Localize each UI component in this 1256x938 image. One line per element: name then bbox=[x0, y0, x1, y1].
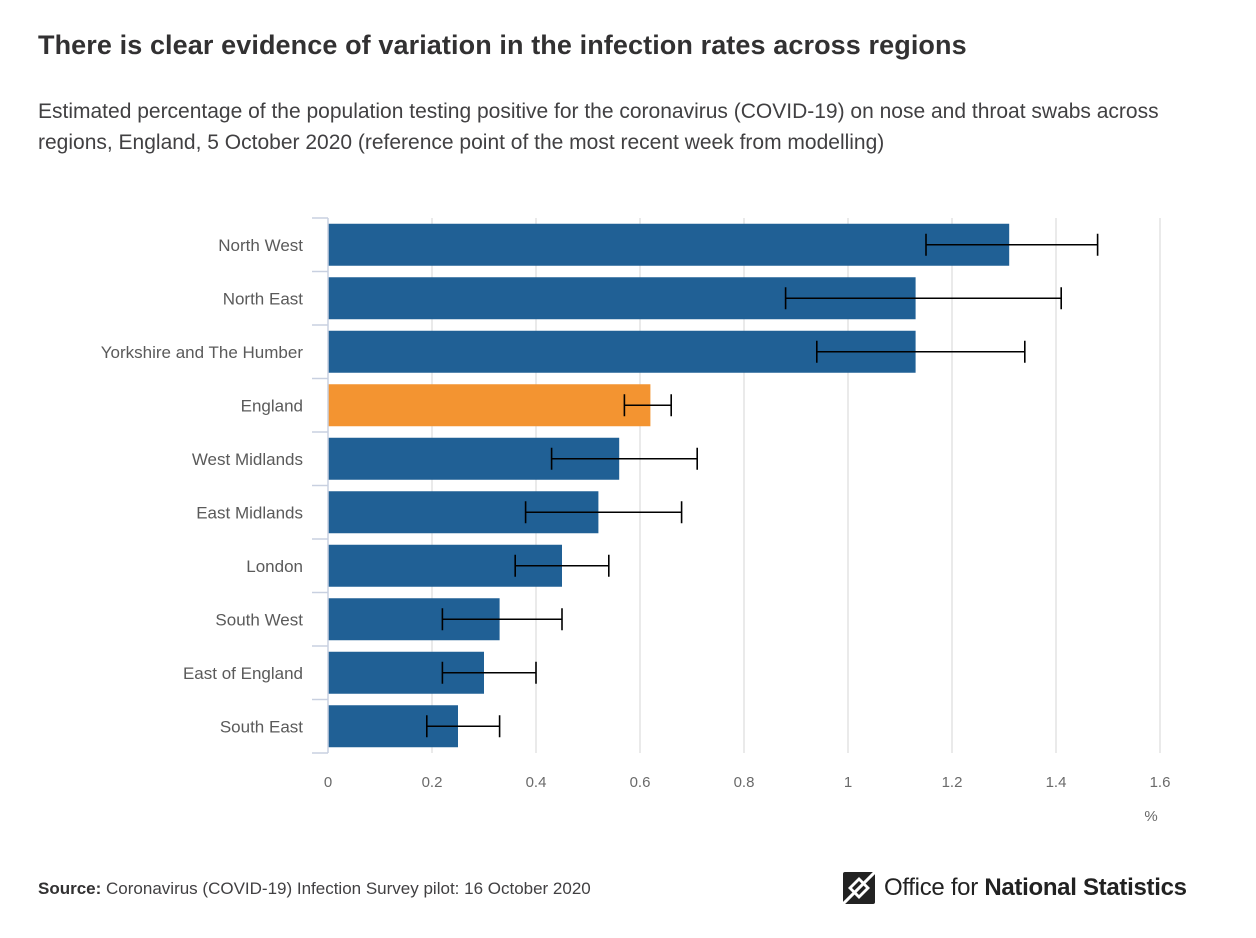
category-label: West Midlands bbox=[192, 450, 303, 469]
x-tick-label: 1.6 bbox=[1150, 774, 1171, 791]
category-label: North West bbox=[218, 236, 303, 255]
error-bar bbox=[623, 394, 673, 417]
category-label: South West bbox=[215, 610, 303, 629]
category-label: East of England bbox=[183, 664, 303, 683]
error-bar bbox=[524, 501, 683, 524]
chart-subtitle: Estimated percentage of the population t… bbox=[38, 100, 1159, 154]
source-text: Coronavirus (COVID-19) Infection Survey … bbox=[106, 879, 591, 898]
error-bar bbox=[514, 554, 610, 577]
bar-highlight bbox=[328, 384, 651, 427]
bar-chart: North West North East Yorkshire and The Hu… bbox=[101, 217, 1171, 825]
x-tick-label: 0.6 bbox=[630, 774, 651, 791]
source-note: Source: Coronavirus (COVID-19) Infection… bbox=[38, 879, 591, 899]
error-bar bbox=[925, 233, 1099, 256]
x-tick-label: 0 bbox=[324, 774, 332, 791]
chart-title: There is clear evidence of variation in … bbox=[38, 30, 967, 60]
bar bbox=[328, 223, 1010, 266]
category-label: England bbox=[241, 396, 303, 415]
x-tick-label: 1 bbox=[844, 774, 852, 791]
error-bar bbox=[441, 608, 563, 631]
ons-logo-text: Office for National Statistics bbox=[884, 874, 1187, 902]
x-tick-label: 0.4 bbox=[526, 774, 547, 791]
x-tick-label: 0.2 bbox=[422, 774, 443, 791]
error-bars bbox=[425, 233, 1099, 738]
category-labels: North West North East Yorkshire and The Hu… bbox=[101, 236, 304, 737]
y-axis bbox=[312, 217, 329, 754]
ons-logo-text-regular: Office for bbox=[884, 874, 978, 901]
error-bar bbox=[425, 715, 501, 738]
ons-logo-text-bold: National Statistics bbox=[984, 874, 1187, 901]
ons-logo-icon bbox=[842, 871, 876, 905]
bars bbox=[328, 223, 1010, 748]
category-label: South East bbox=[220, 717, 303, 736]
source-label: Source: bbox=[38, 879, 102, 898]
error-bar bbox=[550, 447, 699, 470]
error-bar bbox=[784, 287, 1062, 310]
x-axis-ticks: 0 0.2 0.4 0.6 0.8 1 1.2 1.4 1.6 bbox=[324, 774, 1171, 791]
category-label: Yorkshire and The Humber bbox=[101, 343, 304, 362]
x-axis-unit-label: % bbox=[1144, 808, 1157, 825]
x-tick-label: 1.2 bbox=[942, 774, 963, 791]
error-bar bbox=[441, 661, 537, 684]
category-label: London bbox=[246, 557, 303, 576]
x-tick-label: 1.4 bbox=[1046, 774, 1067, 791]
ons-logo: Office for National Statistics bbox=[842, 870, 1187, 906]
x-tick-label: 0.8 bbox=[734, 774, 755, 791]
category-label: North East bbox=[223, 289, 304, 308]
error-bar bbox=[815, 340, 1026, 363]
category-label: East Midlands bbox=[196, 503, 303, 522]
